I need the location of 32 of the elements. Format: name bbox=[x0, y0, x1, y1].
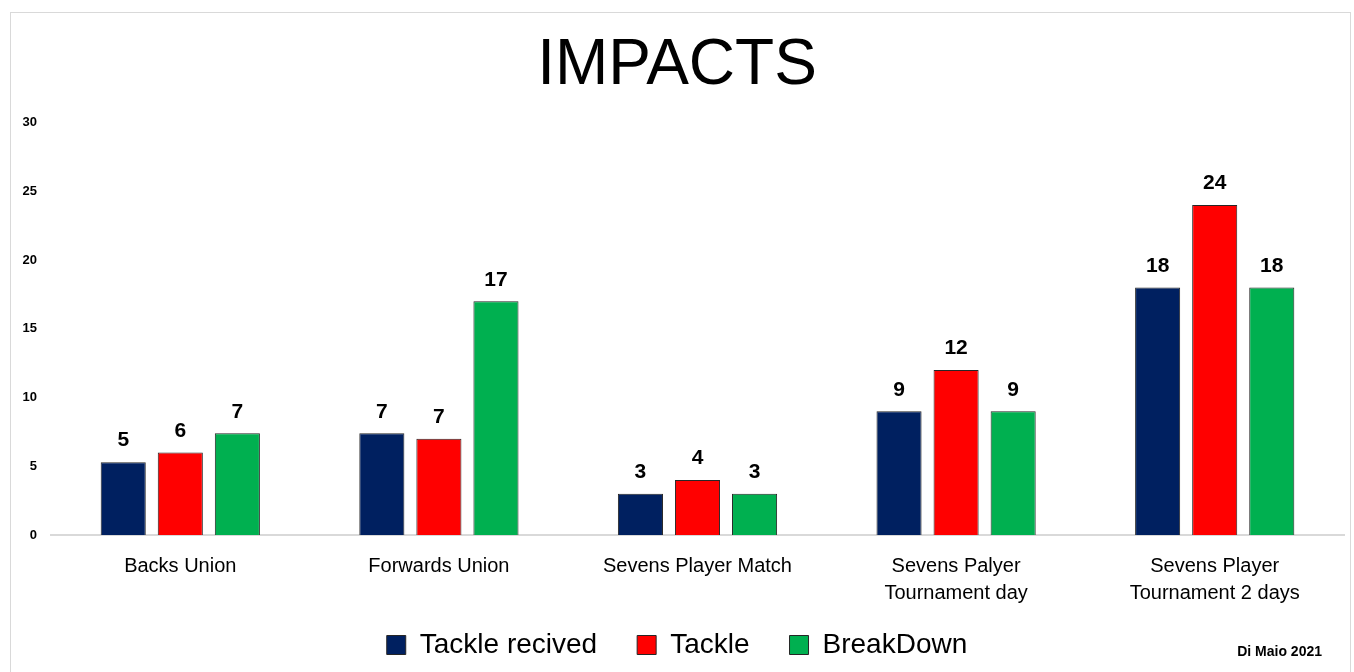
data-label: 18 bbox=[1260, 252, 1284, 276]
data-label: 9 bbox=[1007, 376, 1020, 400]
x-tick-label: Backs Union bbox=[124, 554, 237, 577]
x-tick-label: Sevens Palyer Tournament day bbox=[884, 554, 1028, 604]
data-label: 5 bbox=[117, 427, 130, 451]
y-tick-label: 5 bbox=[29, 457, 37, 473]
y-tick-label: 30 bbox=[22, 114, 37, 130]
data-label: 3 bbox=[748, 459, 761, 483]
data-label: 24 bbox=[1203, 170, 1227, 194]
data-label: 7 bbox=[231, 398, 244, 422]
y-tick-label: 25 bbox=[22, 182, 37, 198]
data-label: 6 bbox=[174, 417, 187, 441]
x-tick-label: Forwards Union bbox=[368, 554, 510, 577]
y-tick-label: 15 bbox=[22, 320, 37, 336]
y-tick-label: 10 bbox=[22, 389, 37, 405]
data-label: 12 bbox=[944, 335, 968, 359]
data-label: 18 bbox=[1145, 252, 1170, 276]
legend-label: Tackle bbox=[670, 627, 750, 659]
data-label: 7 bbox=[375, 398, 388, 422]
x-tick-label: Sevens Player Tournament 2 days bbox=[1129, 554, 1300, 604]
data-label: 7 bbox=[433, 404, 445, 428]
x-tick-label: Sevens Player Match bbox=[603, 554, 792, 577]
chart-title: IMPACTS bbox=[537, 26, 817, 99]
legend-label: Tackle recived bbox=[419, 627, 598, 659]
data-label: 17 bbox=[484, 266, 508, 290]
y-tick-label: 20 bbox=[22, 251, 37, 267]
data-label: 9 bbox=[893, 376, 905, 400]
data-label: 3 bbox=[634, 459, 647, 483]
y-tick-label: 0 bbox=[29, 526, 37, 542]
data-label: 4 bbox=[691, 445, 704, 469]
text: Di Maio 2021 bbox=[1237, 643, 1322, 659]
legend-label: BreakDown bbox=[822, 627, 968, 659]
